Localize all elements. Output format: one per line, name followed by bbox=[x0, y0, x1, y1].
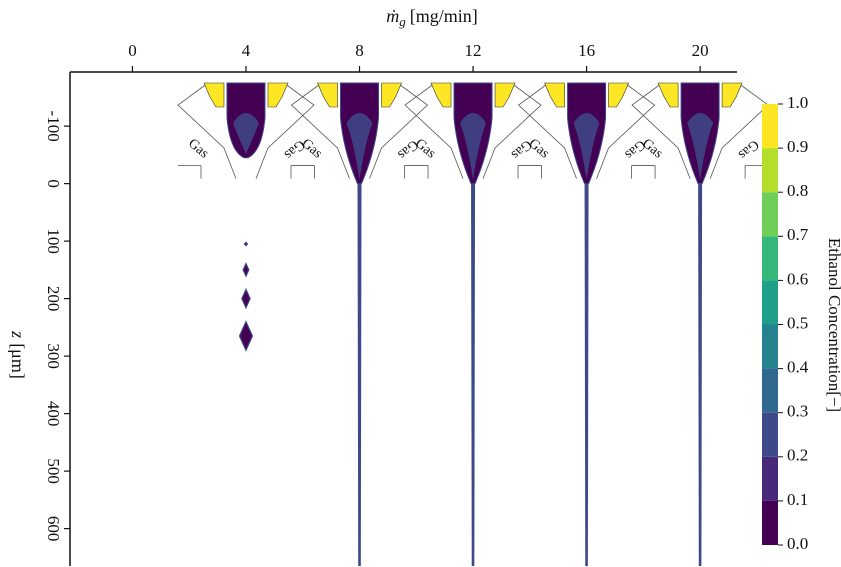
jet-thread bbox=[698, 183, 703, 566]
colorbar-band bbox=[762, 192, 778, 237]
nozzle-wall bbox=[381, 82, 402, 108]
droplet bbox=[243, 241, 249, 247]
nozzle-wall bbox=[544, 82, 565, 108]
x-tick-label: 0 bbox=[128, 41, 137, 60]
nozzle-wall bbox=[317, 82, 338, 108]
y-label-symbol: z bbox=[8, 330, 28, 338]
y-tick-label: 500 bbox=[44, 458, 63, 484]
nozzle-wall bbox=[494, 82, 516, 108]
colorbar-tick-label: 0.3 bbox=[787, 402, 808, 421]
droplet bbox=[242, 262, 250, 278]
liquid-inner bbox=[460, 113, 487, 180]
colorbar-band bbox=[762, 456, 778, 501]
colorbar-tick-label: 0.2 bbox=[787, 446, 808, 465]
y-tick-label: 300 bbox=[44, 343, 63, 369]
y-axis-label: z [μm] bbox=[8, 330, 28, 379]
colorbar-tick-label: 0.4 bbox=[787, 358, 809, 377]
nozzle-outline bbox=[631, 82, 769, 179]
y-label-unit: [μm] bbox=[8, 343, 28, 379]
colorbar-tick-label: 0.6 bbox=[787, 269, 808, 288]
colorbar-band bbox=[762, 368, 778, 413]
y-tick-label: 600 bbox=[44, 516, 63, 542]
nozzle-wall bbox=[430, 82, 452, 108]
nozzle-jet: Gas Gas bbox=[631, 82, 769, 566]
x-tick-label: 8 bbox=[355, 41, 364, 60]
nozzle-outline bbox=[404, 82, 542, 179]
colorbar-label: Ethanol Concentration[−] bbox=[825, 238, 841, 412]
y-tick-label: 100 bbox=[44, 228, 63, 254]
liquid-inner bbox=[346, 113, 373, 180]
x-label-subscript: g bbox=[399, 14, 406, 29]
gas-label: Gas bbox=[299, 136, 325, 161]
x-axis-label: ṁg [mg/min] bbox=[386, 6, 478, 29]
jet-thread bbox=[357, 183, 362, 566]
x-label-unit: [mg/min] bbox=[410, 6, 478, 26]
colorbar-tick-label: 0.0 bbox=[787, 534, 808, 553]
colorbar-tick-label: 1.0 bbox=[787, 93, 808, 112]
y-tick-label: -100 bbox=[44, 111, 63, 142]
colorbar-band bbox=[762, 148, 778, 193]
y-tick-label: 400 bbox=[44, 401, 63, 427]
y-tick-label: 200 bbox=[44, 286, 63, 312]
nozzle-outline bbox=[290, 82, 429, 179]
colorbar-tick-label: 0.9 bbox=[787, 137, 808, 156]
y-tick-label: 0 bbox=[44, 179, 63, 188]
colorbar-tick-label: 0.5 bbox=[787, 313, 808, 332]
droplet bbox=[238, 320, 254, 352]
x-tick-label: 12 bbox=[465, 41, 482, 60]
nozzle-wall bbox=[721, 82, 743, 108]
colorbar-tick-label: 0.8 bbox=[787, 181, 808, 200]
colorbar-tick-label: 0.1 bbox=[787, 490, 808, 509]
liquid-inner bbox=[687, 113, 714, 180]
gas-label: Gas bbox=[412, 136, 438, 161]
x-tick-label: 20 bbox=[692, 41, 709, 60]
nozzle-outline bbox=[177, 82, 315, 179]
gas-label: Gas bbox=[735, 136, 761, 161]
nozzle-jet: Gas Gas bbox=[404, 82, 542, 566]
nozzle-wall bbox=[203, 82, 225, 108]
x-tick-label: 4 bbox=[242, 41, 251, 60]
liquid-inner bbox=[573, 113, 600, 180]
jet-thread bbox=[471, 183, 476, 566]
gas-label: Gas bbox=[185, 136, 211, 161]
x-tick-label: 16 bbox=[578, 41, 595, 60]
nozzle-jet: Gas Gas bbox=[290, 82, 429, 566]
colorbar-band bbox=[762, 280, 778, 325]
nozzle-jet: Gas Gas bbox=[517, 82, 656, 566]
colorbar-band bbox=[762, 500, 778, 545]
colorbar-band bbox=[762, 236, 778, 281]
jet-thread bbox=[584, 183, 589, 566]
x-label-symbol: ṁ bbox=[386, 6, 399, 26]
colorbar-band bbox=[762, 412, 778, 457]
nozzle-outline bbox=[517, 82, 656, 179]
gas-label: Gas bbox=[639, 136, 665, 161]
gas-label: Gas bbox=[526, 136, 552, 161]
colorbar-band bbox=[762, 104, 778, 149]
colorbar-band bbox=[762, 324, 778, 369]
nozzle-wall bbox=[608, 82, 630, 108]
droplet bbox=[241, 287, 251, 310]
colorbar-tick-label: 0.7 bbox=[787, 225, 809, 244]
nozzle-wall bbox=[267, 82, 289, 108]
liquid-inner bbox=[232, 113, 259, 154]
nozzle-wall bbox=[657, 82, 679, 108]
nozzle-jet: Gas Gas bbox=[177, 82, 315, 179]
